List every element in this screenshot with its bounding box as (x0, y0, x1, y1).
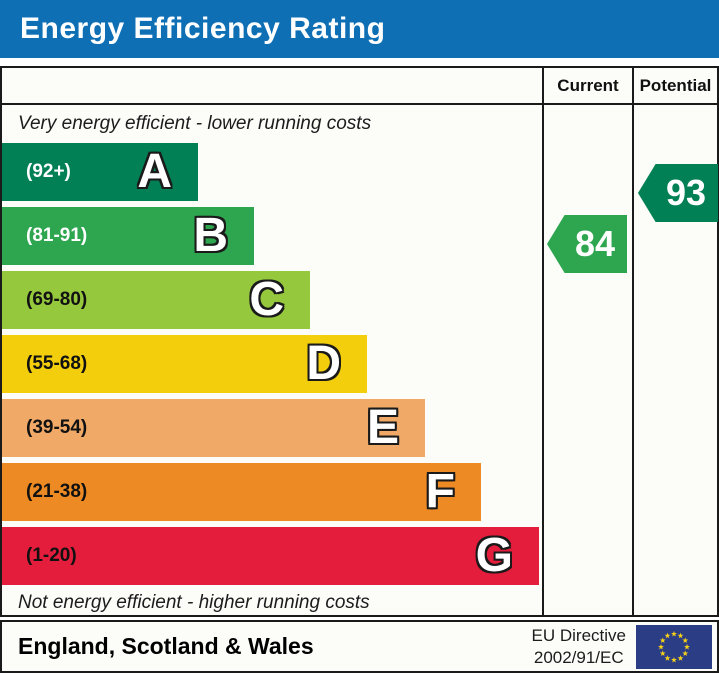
bands: (92+) A (81-91) B (69-80) C (55-68) D (39-54) E (2… (2, 143, 542, 585)
eu-directive-line1: EU Directive (531, 626, 626, 646)
current-rating-value: 84 (574, 223, 616, 264)
header-separator (2, 103, 717, 105)
top-note: Very energy efficient - lower running co… (18, 113, 372, 134)
footer-bar: England, Scotland & Wales EU Directive 2… (0, 620, 719, 673)
band-c: (69-80) C (2, 271, 310, 329)
band-a: (92+) A (2, 143, 198, 201)
band-letter: G (475, 529, 513, 582)
current-column-divider (542, 68, 544, 615)
potential-rating-value: 93 (665, 172, 707, 213)
band-letter: E (366, 401, 399, 454)
current-column-header: Current (557, 75, 619, 95)
band-range-label: (39-54) (26, 417, 88, 438)
band-letter: F (425, 465, 455, 518)
region-label: England, Scotland & Wales (18, 633, 314, 659)
bottom-note: Not energy efficient - higher running co… (18, 592, 370, 613)
current-rating-arrow: 84 (547, 215, 627, 273)
band-area: Very energy efficient - lower running co… (2, 105, 542, 614)
band-d: (55-68) D (2, 335, 367, 393)
band-range-label: (81-91) (26, 225, 88, 246)
potential-rating-arrow: 93 (638, 164, 718, 222)
band-letter: C (249, 273, 284, 326)
band-letter: D (306, 337, 341, 390)
band-range-label: (1-20) (26, 545, 77, 566)
band-f: (21-38) F (2, 463, 481, 521)
band-range-label: (21-38) (26, 481, 88, 502)
band-letter: B (193, 209, 228, 262)
band-g: (1-20) G (2, 527, 539, 585)
band-letter: A (137, 145, 172, 198)
rating-table: Current Potential Very energy efficient … (0, 66, 719, 617)
eu-directive-line2: 2002/91/EC (533, 647, 624, 667)
eu-flag-icon (636, 624, 712, 669)
band-e: (39-54) E (2, 399, 425, 457)
title-bar: Energy Efficiency Rating (0, 0, 719, 58)
band-range-label: (55-68) (26, 353, 88, 374)
page-title: Energy Efficiency Rating (20, 12, 386, 45)
eu-directive-label: EU Directive 2002/91/EC (532, 625, 626, 668)
potential-column-header: Potential (639, 75, 712, 95)
band-range-label: (92+) (26, 161, 71, 182)
potential-column-divider (632, 68, 634, 615)
band-range-label: (69-80) (26, 289, 88, 310)
band-b: (81-91) B (2, 207, 254, 265)
